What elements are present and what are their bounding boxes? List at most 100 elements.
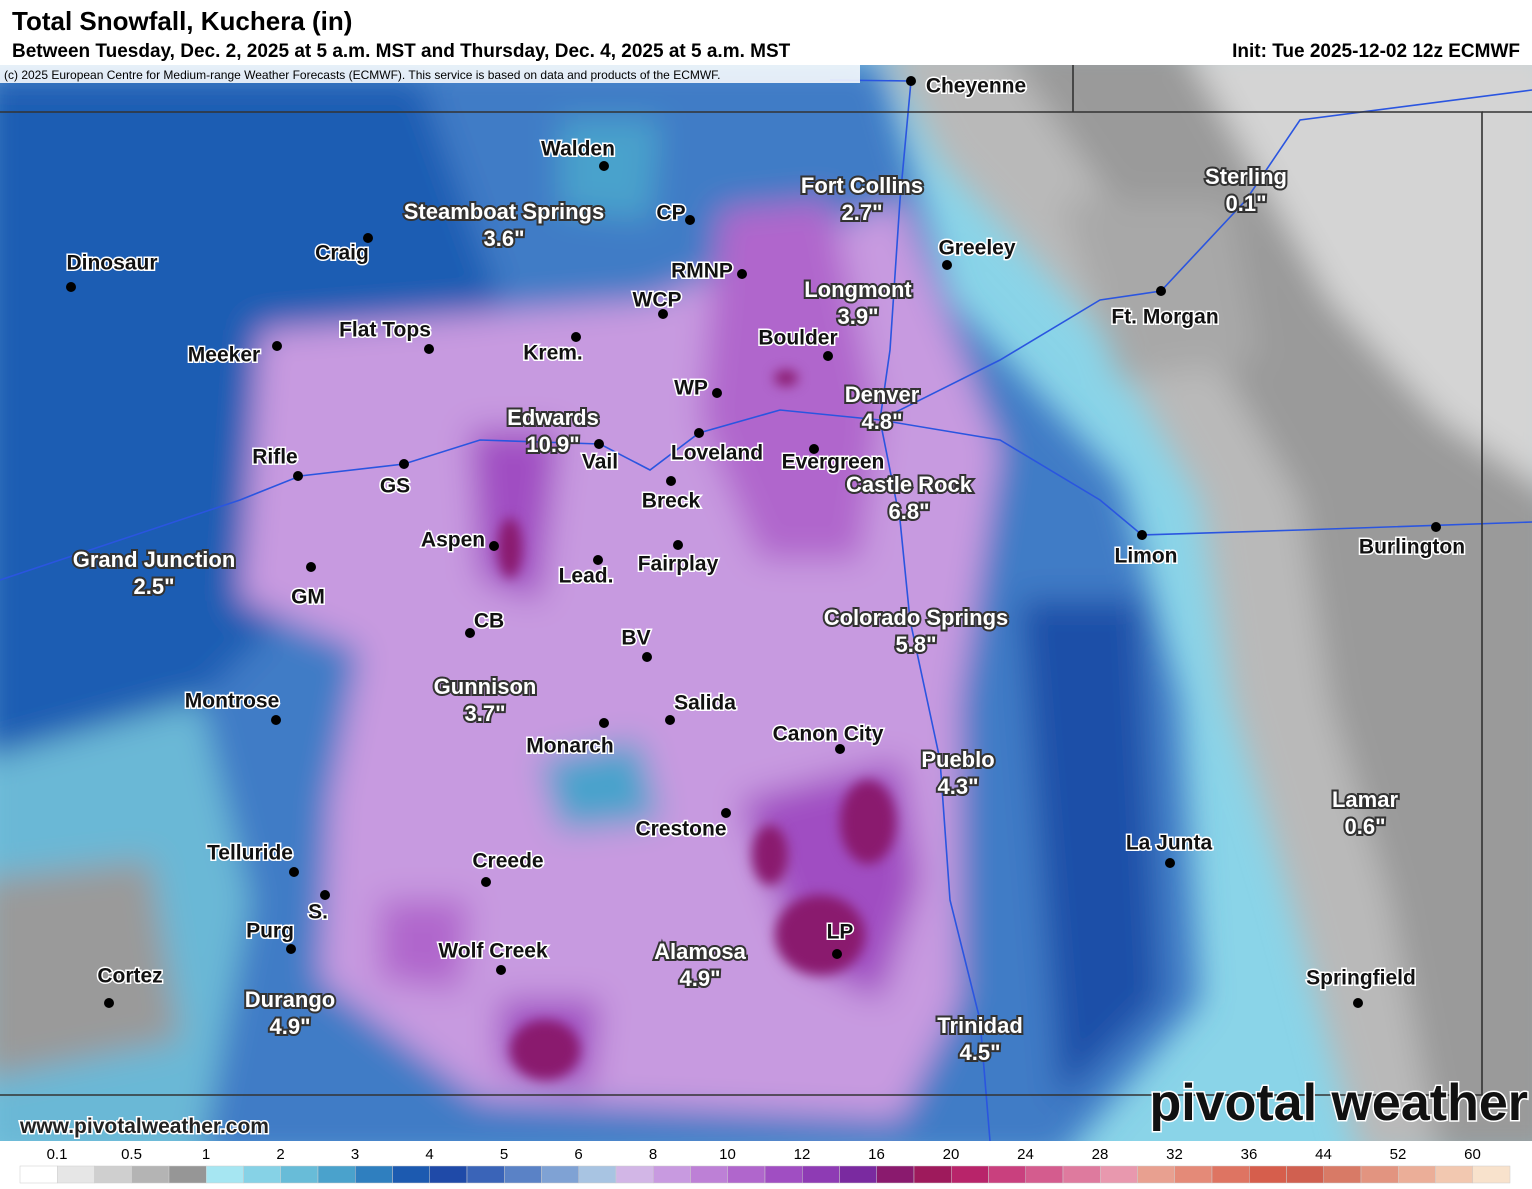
colorbar-tick-label: 1	[202, 1146, 210, 1163]
city-label: Lead.	[559, 565, 614, 588]
colorbar-tick-label: 8	[649, 1146, 657, 1163]
colorbar-swatch	[1286, 1165, 1324, 1184]
city-label: Steamboat Springs	[404, 199, 604, 224]
city-dot	[465, 628, 475, 638]
city-label: CP	[656, 202, 685, 225]
snow-amount: 0.1"	[1225, 191, 1266, 216]
city-label: Montrose	[185, 690, 280, 713]
colorbar-swatch	[839, 1165, 877, 1184]
city-dot	[809, 444, 819, 454]
snow-amount: 4.5"	[959, 1040, 1000, 1065]
snow-amount: 3.9"	[837, 304, 878, 329]
city-dot	[593, 555, 603, 565]
snowfall-field	[0, 65, 1532, 1141]
city-dot	[673, 540, 683, 550]
heavy-snow-cores	[498, 370, 896, 1080]
city-label: Longmont	[804, 277, 912, 302]
colorbar-tick-label: 16	[868, 1146, 885, 1163]
colorbar-swatch	[727, 1165, 766, 1184]
colorbar-swatch	[913, 1165, 952, 1184]
city-dot	[712, 388, 722, 398]
city-dot	[306, 562, 316, 572]
city-label: S.	[308, 901, 328, 924]
snow-amount: 10.9"	[526, 432, 579, 457]
title: Total Snowfall, Kuchera (in)	[12, 6, 352, 36]
copyright: (c) 2025 European Centre for Medium-rang…	[4, 68, 721, 82]
colorbar-swatch	[466, 1165, 505, 1184]
colorbar-swatch	[951, 1165, 989, 1184]
city-dot	[424, 344, 434, 354]
colorbar-swatch	[988, 1165, 1026, 1184]
city-label: Burlington	[1359, 536, 1465, 559]
snow-amount: 3.6"	[483, 226, 524, 251]
copyright-bg	[0, 65, 860, 83]
colorbar-swatch	[690, 1165, 728, 1184]
city-dot	[721, 808, 731, 818]
city-label: WP	[674, 377, 708, 400]
init-time: Init: Tue 2025-12-02 12z ECMWF	[1232, 41, 1520, 62]
city-dot	[66, 282, 76, 292]
city-label: GS	[380, 475, 410, 498]
city-label: Craig	[315, 242, 369, 265]
colorbar-swatch	[1435, 1165, 1473, 1184]
snow-amount: 3.7"	[464, 701, 505, 726]
colorbar-swatch	[19, 1165, 58, 1184]
city-label: Cheyenne	[926, 75, 1026, 98]
colorbar-tick-label: 44	[1315, 1146, 1332, 1163]
city-dot	[104, 998, 114, 1008]
city-label: Cortez	[97, 965, 162, 988]
city-label: Durango	[245, 987, 335, 1012]
city-label: Ft. Morgan	[1111, 306, 1218, 329]
city-dot	[832, 949, 842, 959]
city-label: RMNP	[671, 260, 733, 283]
city-dot	[571, 332, 581, 342]
city-dot	[823, 351, 833, 361]
colorbar-swatch	[1323, 1165, 1362, 1184]
colorbar-swatch	[1249, 1165, 1287, 1184]
colorbar-swatch	[317, 1165, 356, 1184]
colorbar-tick-label: 32	[1166, 1146, 1183, 1163]
colorbar-swatch	[1137, 1165, 1175, 1184]
colorbar-swatch	[1062, 1165, 1101, 1184]
city-label: Castle Rock	[846, 472, 973, 497]
snow-amount: 0.6"	[1344, 814, 1385, 839]
city-dot	[906, 76, 916, 86]
colorbar-tick-label: 3	[351, 1146, 359, 1163]
colorbar-swatch	[802, 1165, 840, 1184]
city-dot	[271, 715, 281, 725]
city-dot	[289, 867, 299, 877]
city-dot	[666, 476, 676, 486]
city-label: Telluride	[207, 842, 293, 865]
colorbar-tick-label: 0.1	[47, 1146, 68, 1163]
colorbar-swatch	[1211, 1165, 1250, 1184]
colorbar-swatch	[1360, 1165, 1399, 1184]
city-label: Wolf Creek	[438, 940, 548, 963]
snow-amount: 2.7"	[841, 200, 882, 225]
borders	[0, 65, 1532, 1096]
colorbar-swatch	[504, 1165, 542, 1184]
colorbar-tick-label: 12	[794, 1146, 811, 1163]
city-label: Salida	[674, 692, 736, 715]
city-label: Limon	[1115, 545, 1178, 568]
city-dot	[363, 233, 373, 243]
city-label: WCP	[633, 289, 682, 312]
colorbar-swatch	[653, 1165, 691, 1184]
city-label: Greeley	[938, 237, 1015, 260]
city-dot	[481, 877, 491, 887]
snow-amount: 4.3"	[937, 774, 978, 799]
colorbar-swatch	[578, 1165, 617, 1184]
colorbar-tick-label: 0.5	[121, 1146, 142, 1163]
city-dot	[594, 439, 604, 449]
colorbar-swatch	[168, 1165, 207, 1184]
city-dot	[320, 890, 330, 900]
city-label: Fort Collins	[801, 173, 923, 198]
website: www.pivotalweather.com	[19, 1115, 269, 1138]
city-label: Krem.	[523, 342, 583, 365]
colorbar-swatch	[57, 1165, 95, 1184]
colorbar-swatch	[1398, 1165, 1436, 1184]
colorbar-swatch	[764, 1165, 803, 1184]
city-label: Pueblo	[921, 747, 994, 772]
snow-amount: 6.8"	[888, 499, 929, 524]
city-label: CB	[474, 610, 504, 633]
city-label: Boulder	[758, 327, 837, 350]
